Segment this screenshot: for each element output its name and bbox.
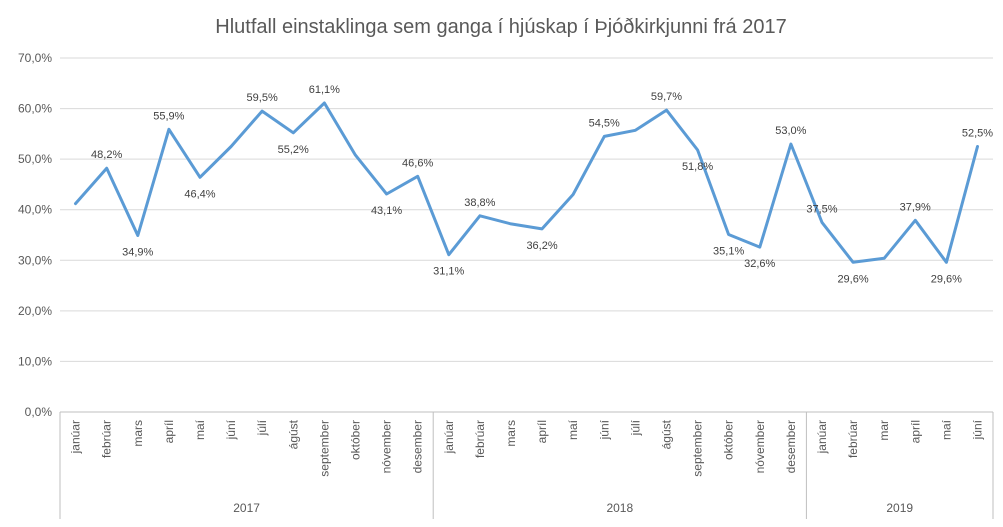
data-label: 34,9% — [122, 247, 153, 259]
data-label: 43,1% — [371, 205, 402, 217]
year-label: 2019 — [886, 501, 913, 515]
data-label: 36,2% — [526, 240, 557, 252]
x-tick-label: janúar — [442, 420, 456, 454]
x-tick-label: maí — [193, 419, 207, 440]
x-tick-label: september — [317, 420, 331, 477]
data-label: 32,6% — [744, 258, 775, 270]
x-tick-label: mars — [504, 420, 518, 447]
x-tick-label: nóvember — [753, 420, 767, 473]
series-line — [74, 101, 979, 264]
series-line-layer — [74, 101, 979, 264]
y-tick-label: 30,0% — [18, 253, 52, 267]
x-tick-label: september — [691, 420, 705, 477]
x-axis: 2017 2018 2019 janúar febrúar mars apríl maí jún… — [59, 411, 994, 519]
x-tick-label: júní — [224, 419, 238, 440]
y-tick-label: 60,0% — [18, 102, 52, 116]
data-label: 35,1% — [713, 245, 744, 257]
data-label: 59,7% — [651, 91, 682, 103]
x-tick-label: október — [722, 420, 736, 460]
x-tick-label: mar — [877, 420, 891, 441]
x-tick-label: apríl — [162, 420, 176, 443]
y-tick-label: 70,0% — [18, 51, 52, 65]
year-label: 2017 — [233, 501, 260, 515]
x-tick-label: febrúar — [473, 420, 487, 458]
data-label: 31,1% — [433, 266, 464, 278]
data-label: 37,9% — [900, 201, 931, 213]
chart-title: Hlutfall einstaklinga sem ganga í hjúska… — [215, 16, 786, 38]
year-label: 2018 — [606, 501, 633, 515]
data-labels: 48,2% 34,9% 55,9% 46,4% 59,5% 55,2% 61,1% 43,1%… — [91, 84, 993, 285]
data-label: 52,5% — [962, 128, 993, 140]
x-tick-label: október — [348, 420, 362, 460]
x-tick-label: júní — [970, 419, 984, 440]
data-label: 29,6% — [837, 273, 868, 285]
data-label: 29,6% — [931, 273, 962, 285]
x-tick-label: apríl — [535, 420, 549, 443]
x-tick-label: febrúar — [100, 420, 114, 458]
y-tick-label: 0,0% — [25, 405, 53, 419]
data-label: 55,9% — [153, 110, 184, 122]
data-label: 54,5% — [589, 117, 620, 129]
x-tick-label: nóvember — [380, 420, 394, 473]
data-label: 59,5% — [247, 92, 278, 104]
data-label: 55,2% — [278, 144, 309, 156]
data-label: 46,4% — [184, 188, 215, 200]
data-label: 53,0% — [775, 125, 806, 137]
x-tick-label: janúar — [815, 420, 829, 454]
x-tick-label: desember — [411, 420, 425, 473]
y-tick-label: 40,0% — [18, 203, 52, 217]
gridlines — [60, 57, 993, 413]
data-label: 37,5% — [806, 203, 837, 215]
x-tick-label: maí — [939, 419, 953, 440]
y-tick-label: 10,0% — [18, 354, 52, 368]
y-tick-label: 50,0% — [18, 152, 52, 166]
x-tick-label: maí — [566, 419, 580, 440]
x-tick-label: júní — [597, 419, 611, 440]
y-axis-ticks: 0,0% 10,0% 20,0% 30,0% 40,0% 50,0% 60,0% 70,0% — [18, 51, 52, 419]
x-tick-label: desember — [784, 420, 798, 473]
x-tick-label: apríl — [908, 420, 922, 443]
data-label: 61,1% — [309, 84, 340, 96]
x-tick-label: ágúst — [286, 419, 300, 449]
x-tick-label: janúar — [69, 420, 83, 454]
data-label: 38,8% — [464, 197, 495, 209]
x-tick-label: júlí — [255, 419, 269, 436]
data-label: 51,8% — [682, 161, 713, 173]
x-tick-label: ágúst — [659, 419, 673, 449]
x-tick-label: júlí — [628, 419, 642, 436]
x-tick-label: mars — [131, 420, 145, 447]
y-tick-label: 20,0% — [18, 304, 52, 318]
data-label: 46,6% — [402, 157, 433, 169]
data-label: 48,2% — [91, 149, 122, 161]
x-tick-label: febrúar — [846, 420, 860, 458]
